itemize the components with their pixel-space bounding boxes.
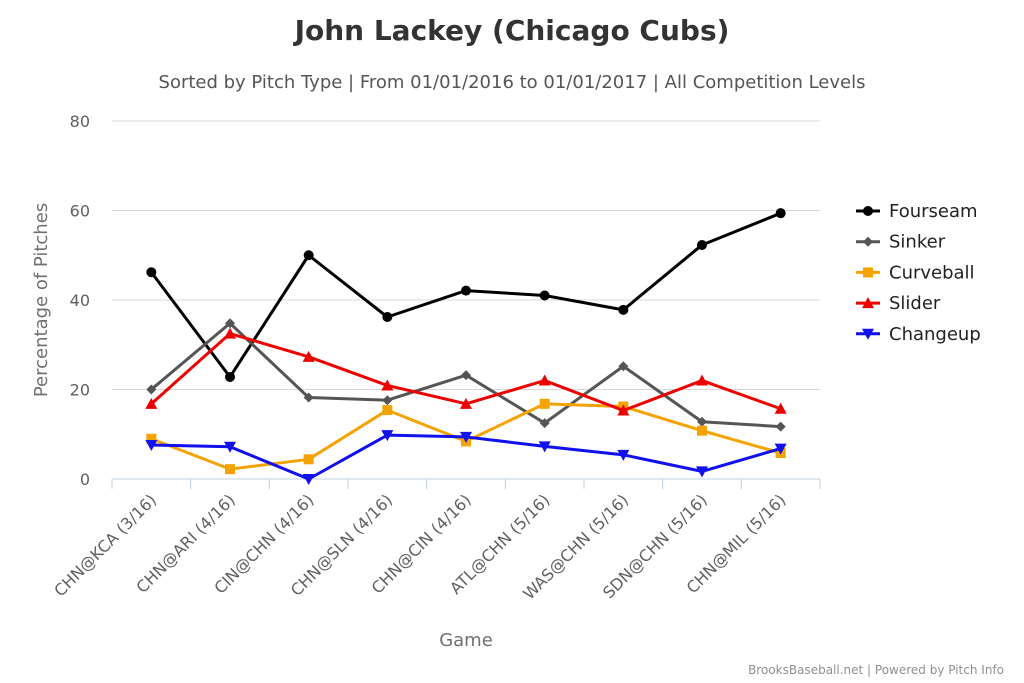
fourseam-point [775, 208, 786, 219]
fourseam-point [146, 267, 157, 278]
slider-point [460, 397, 472, 409]
x-axis: CHN@KCA (3/16)CHN@ARI (4/16)CIN@CHN (4/1… [50, 478, 821, 603]
legend-marker [862, 328, 874, 340]
series-fourseam [146, 208, 786, 382]
credits: BrooksBaseball.net | Powered by Pitch In… [748, 663, 1004, 677]
fourseam-point [303, 250, 314, 261]
curveball-point [146, 433, 157, 444]
legend-item-curveball: Curveball [856, 262, 975, 283]
changeup-point [617, 449, 630, 461]
chart-title: John Lackey (Chicago Cubs) [293, 14, 730, 47]
legend-item-slider: Slider [856, 293, 941, 314]
sinker-point [146, 384, 157, 395]
changeup-point [460, 431, 472, 443]
changeup-point [302, 474, 315, 485]
sinker-point [225, 318, 235, 329]
legend-marker [863, 267, 873, 278]
y-tick-label: 0 [80, 470, 90, 489]
legend-marker [863, 236, 873, 247]
legend-item-fourseam: Fourseam [856, 201, 978, 222]
sinker-point [461, 370, 471, 381]
x-axis-title: Game [439, 630, 493, 651]
y-tick-label: 20 [70, 381, 90, 400]
slider-point [381, 379, 394, 391]
y-axis-ticks: 0 20 40 60 80 [70, 112, 90, 489]
fourseam-point [539, 290, 550, 301]
legend-label: Changeup [889, 324, 981, 345]
legend-item-sinker: Sinker [856, 232, 946, 253]
slider-point [696, 374, 708, 386]
series-group [145, 208, 787, 485]
gridlines [112, 120, 820, 390]
legend: Fourseam Sinker Curveball Slider Changeup [856, 201, 981, 345]
sinker-point [303, 392, 314, 403]
changeup-point [145, 439, 158, 451]
chart-subtitle: Sorted by Pitch Type | From 01/01/2016 t… [159, 72, 866, 93]
changeup-point [696, 466, 708, 478]
curveball-point [697, 425, 707, 436]
y-tick-label: 40 [70, 291, 90, 310]
slider-point [145, 397, 158, 409]
sinker-point [775, 421, 786, 432]
y-axis-title: Percentage of Pitches [31, 203, 52, 397]
series-slider [145, 327, 787, 416]
legend-label: Sinker [889, 232, 946, 253]
sinker-point [697, 416, 707, 427]
fourseam-point [697, 239, 707, 250]
series-changeup [145, 430, 787, 485]
fourseam-point [618, 304, 629, 315]
legend-marker [863, 206, 873, 216]
slider-point [224, 327, 236, 339]
legend-marker [862, 297, 874, 309]
sinker-point [618, 361, 629, 372]
changeup-point [538, 441, 551, 453]
legend-label: Curveball [889, 262, 975, 283]
sinker-point [382, 395, 393, 406]
changeup-point [224, 441, 236, 453]
fourseam-point [382, 312, 393, 323]
curveball-point [382, 405, 393, 416]
fourseam-point [461, 285, 471, 296]
legend-label: Fourseam [889, 201, 978, 222]
sinker-point [539, 418, 550, 429]
changeup-point [381, 430, 394, 442]
changeup-point [774, 443, 787, 455]
fourseam-point [225, 371, 235, 382]
slider-point [538, 374, 551, 386]
slider-point [302, 350, 315, 362]
slider-point [774, 402, 787, 414]
series-sinker [146, 318, 786, 432]
legend-item-changeup: Changeup [856, 324, 981, 345]
curveball-point [225, 464, 235, 475]
slider-point [617, 404, 630, 416]
y-tick-label: 80 [70, 112, 90, 131]
legend-label: Slider [889, 293, 941, 314]
curveball-point [303, 454, 314, 465]
y-tick-label: 60 [70, 202, 90, 221]
curveball-point [539, 398, 550, 409]
